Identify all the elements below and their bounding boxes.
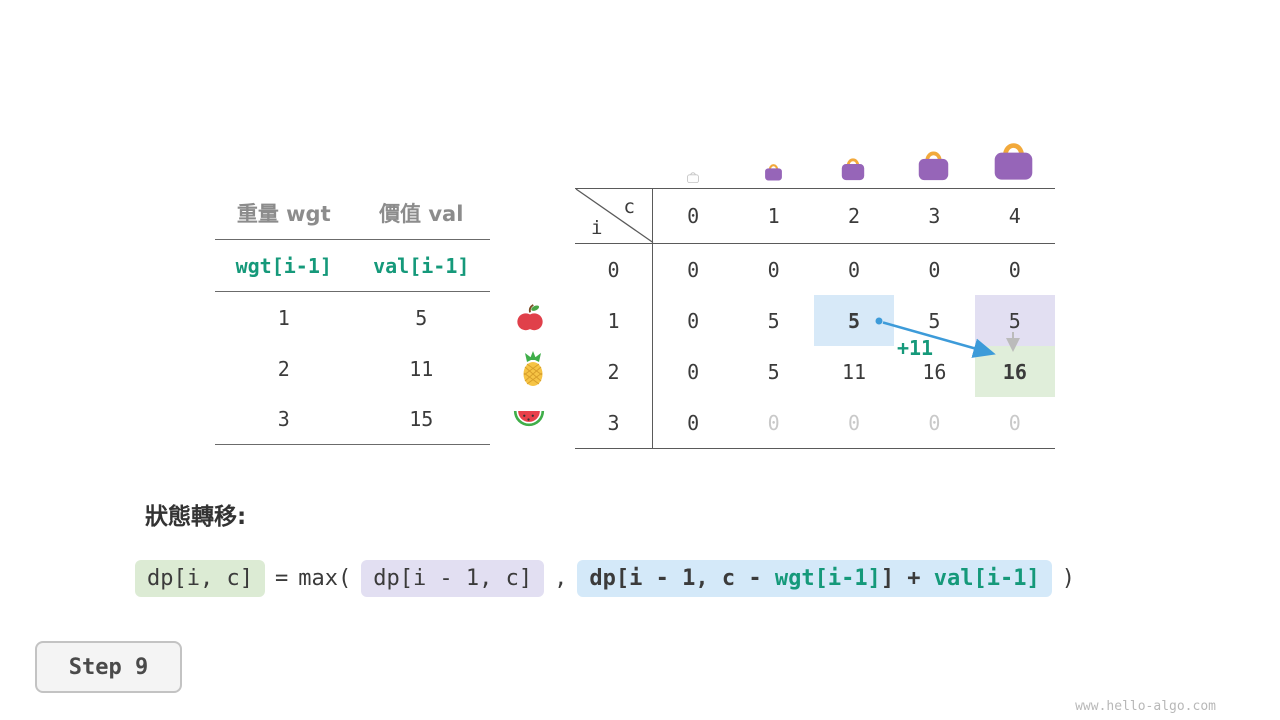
dp-row-2: 2 0 5 11 16 16 [575,346,1056,397]
dp-row-0: 0 0 0 0 0 0 [575,244,1055,295]
dp-cell-source-highlight: 5 [813,295,895,346]
items-table-subheader: wgt[i-1] val[i-1] [215,240,490,292]
item-wgt: 1 [277,305,290,330]
item-wgt: 3 [277,407,290,431]
table-row: 1 5 [215,292,490,343]
state-transition-formula: dp[i, c] = max( dp[i - 1, c] , dp[i - 1,… [135,560,1075,597]
dp-cell: 0 [847,410,861,435]
table-row: 3 15 [215,394,490,445]
section-title: 狀態轉移: [145,504,247,530]
bag-icon [763,161,784,185]
dp-row-header: 0 [575,244,653,295]
watermark: www.hello-algo.com [1075,699,1216,714]
dp-col-header: 2 [847,204,861,228]
dp-cell: 0 [767,410,780,435]
dp-row-header: 2 [575,346,653,397]
dp-col-header: 1 [767,204,780,228]
formula-arg1-chip: dp[i - 1, c] [361,560,545,597]
watermelon-icon [512,409,546,436]
formula-lhs-chip: dp[i, c] [135,560,265,597]
dp-cell: 16 [922,359,947,384]
step-badge: Step 9 [35,641,182,693]
items-table: 重量 wgt 價值 val wgt[i-1] val[i-1] 1 5 2 11… [215,186,490,445]
bag-icon [839,154,867,185]
weight-header: 重量 wgt [236,201,331,226]
add-value-label: +11 [896,336,934,360]
dp-cell-current-highlight: 16 [974,346,1056,397]
bag-outline-icon [686,168,700,187]
formula-arg2-wgt: wgt[i-1] [774,566,881,591]
value-header: 價值 val [379,201,464,226]
bag-icon [915,146,952,185]
dp-col-header: 4 [1008,204,1021,228]
table-row: 2 11 [215,343,490,394]
dp-row-3: 3 0 0 0 0 0 [575,397,1055,448]
dp-col-header: 0 [687,204,700,228]
dp-cell: 0 [687,410,700,435]
dp-row-header: 1 [575,295,653,346]
item-val: 15 [409,407,434,431]
row-axis-label: i [591,217,603,239]
apple-icon [515,303,545,337]
dp-cell: 0 [1008,410,1021,435]
dp-table: c i 0 1 2 3 4 0 0 0 0 0 0 1 0 5 5 5 5 2 … [575,188,1056,449]
dp-cell: 0 [687,359,700,384]
dp-cell: 5 [767,308,780,333]
item-wgt: 2 [277,356,290,381]
dp-cell-above-highlight: 5 [974,295,1056,346]
dp-cell: 0 [928,410,941,435]
wgt-subheader: wgt[i-1] [235,253,332,278]
dp-cell: 11 [841,359,867,384]
dp-cell: 0 [687,257,700,282]
item-val: 5 [415,305,428,330]
dp-corner-cell: c i [575,189,653,243]
dp-cell: 0 [767,257,780,282]
dp-row-1: 1 0 5 5 5 5 [575,295,1056,346]
formula-close: ) [1061,566,1076,591]
dp-cell: 5 [767,359,780,384]
formula-comma: , [554,566,568,591]
formula-arg2-prefix: dp[i - 1, c - [589,566,775,591]
items-table-header: 重量 wgt 價值 val [215,186,490,240]
formula-equals: = [274,566,289,591]
pineapple-icon [517,351,549,391]
val-subheader: val[i-1] [373,253,470,278]
dp-cell: 0 [1008,257,1021,282]
col-axis-label: c [623,196,635,218]
dp-cell: 0 [928,257,941,282]
bag-icon [990,136,1037,185]
formula-arg2-mid: ] + [880,566,934,591]
formula-arg2-val: val[i-1] [933,566,1040,591]
dp-col-header: 3 [928,204,941,228]
dp-cell: 0 [687,308,700,333]
dp-row-header: 3 [575,397,653,448]
dp-header-row: c i 0 1 2 3 4 [575,189,1055,244]
formula-arg2-chip: dp[i - 1, c - wgt[i-1]] + val[i-1] [577,560,1052,597]
item-val: 11 [409,356,434,381]
formula-max-open: max( [298,566,352,591]
dp-cell: 0 [847,257,861,282]
